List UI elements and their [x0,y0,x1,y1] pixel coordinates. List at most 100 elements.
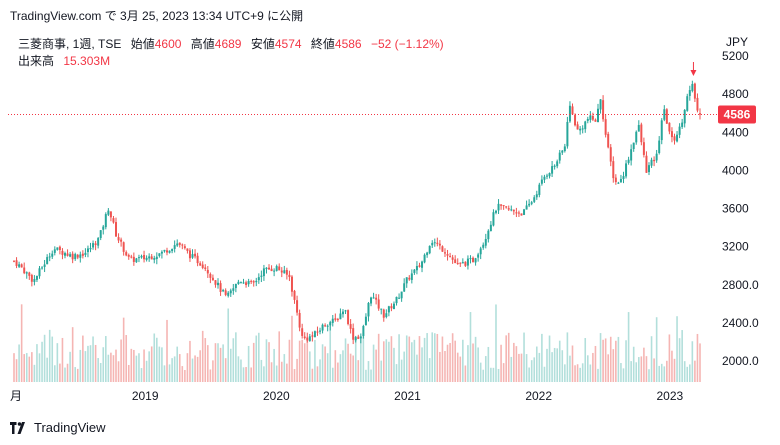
volume-bar [321,344,324,382]
candle-body [306,337,309,341]
volume-bar [660,363,663,382]
volume-bar [145,360,148,382]
candle-body [262,268,265,277]
candle-body [663,109,666,120]
candle-body [347,310,350,325]
volume-bar [426,333,428,382]
candle-body [594,119,597,122]
candle-body [58,246,61,251]
volume-bar [492,367,495,382]
volume-bar [571,345,574,382]
candle-body [599,99,602,110]
candle-body [653,159,656,162]
candle-body [540,179,543,184]
volume-bar [528,367,530,382]
candle-body [275,266,278,271]
volume-bar [120,339,122,382]
high-label: 高値 [190,37,215,51]
candle-body [188,250,191,259]
volume-bar [69,351,71,382]
candle-body [428,245,431,254]
candle-body [140,255,143,258]
volume-bar [291,315,293,382]
volume-bar [436,333,439,382]
volume-bar [92,336,94,382]
candle-body [99,230,102,239]
candle-body [217,282,220,286]
candle-body [171,248,174,252]
candle-body [523,209,526,215]
candle-body [336,319,339,321]
candle-body [319,330,322,332]
candle-body [260,275,263,277]
volume-bar [311,368,314,382]
candle-body [469,258,472,260]
candle-body [227,292,230,296]
volume-bar [640,356,643,382]
candle-body [362,326,365,336]
candle-body [145,257,148,260]
volume-bar [400,359,403,382]
candle-body [512,209,515,212]
volume-bar [156,337,158,382]
volume-bar [584,338,587,382]
candle-body [364,316,367,326]
candle-body [280,270,283,273]
volume-bar [380,360,383,382]
volume-bar [538,352,541,382]
candle-body [400,291,403,299]
volume-bar [439,351,441,382]
candle-body [120,239,123,242]
volume-bar [168,364,171,382]
candle-body [30,275,33,282]
volume-bar [449,343,451,382]
candle-body [494,210,497,213]
candle-body [357,336,360,339]
volume-bar [79,349,82,382]
candle-body [173,245,176,249]
candle-body [38,268,41,277]
candle-body [97,238,100,246]
candle-body [533,197,536,202]
candle-body [699,113,701,115]
candle-body [229,290,232,294]
candle-body [625,163,628,177]
candle-body [543,176,546,180]
candle-body [18,264,21,267]
volume-bar [535,346,538,382]
candle-body [150,256,153,260]
volume-bar [97,358,99,382]
candle-body [268,267,271,270]
candle-body [665,109,668,124]
candle-body [112,218,115,223]
volume-bar [691,341,694,382]
volume-bar [84,351,87,382]
candle-body [41,267,44,269]
close-label: 終値 [310,37,335,51]
volume-bar [161,347,163,382]
volume-bar [28,356,31,382]
volume-bar [418,336,421,382]
candle-body [92,243,95,248]
candle-body [405,277,408,284]
volume-bar [459,356,462,382]
footer-brand[interactable]: TradingView [34,420,106,435]
candle-body [117,237,120,241]
candle-body [520,213,523,216]
volume-bar [655,317,658,382]
candle-body [576,124,579,130]
volume-value: 15.303M [63,54,111,68]
candle-body [352,328,355,340]
volume-bar [314,339,316,382]
volume-bar [599,333,602,382]
volume-bar [240,359,242,382]
candle-body [673,136,676,141]
candle-body [324,325,327,327]
volume-bar [331,367,334,382]
candle-body [25,272,28,274]
candle-body [79,254,82,258]
volume-bar [275,365,278,382]
volume-bar [173,356,176,382]
candle-body [398,297,401,299]
